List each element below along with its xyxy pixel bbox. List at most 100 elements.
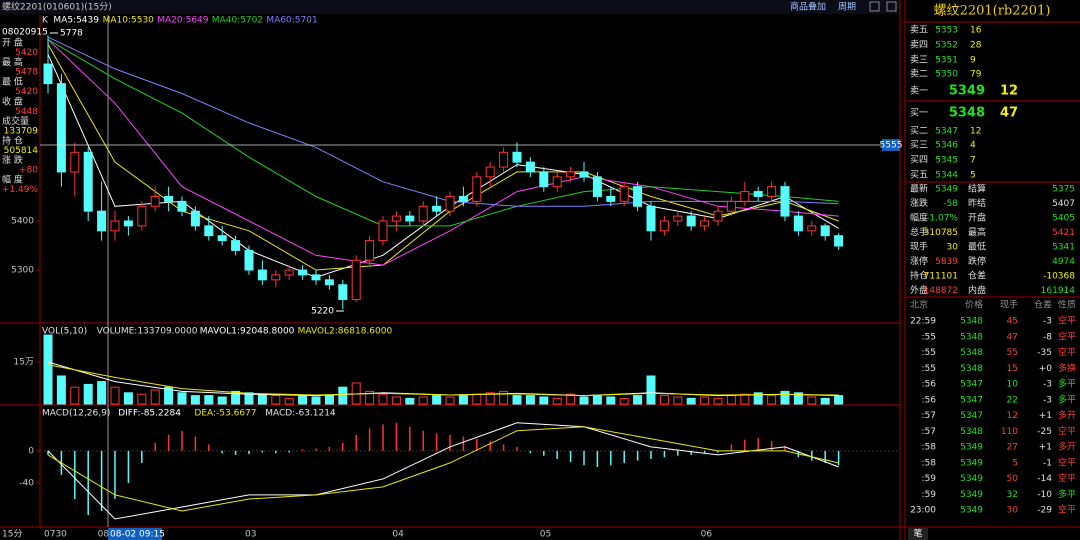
volume-bar bbox=[566, 393, 576, 405]
trade-qty: 55 bbox=[1007, 348, 1018, 358]
trade-oi-change: -14 bbox=[1037, 474, 1052, 484]
candle-body bbox=[485, 166, 495, 178]
candle-body bbox=[525, 161, 535, 173]
volume-bar bbox=[512, 395, 522, 405]
trade-header: 仓差 bbox=[1034, 299, 1052, 311]
indicator-line bbox=[47, 364, 839, 397]
trade-price: 5349 bbox=[960, 458, 983, 468]
trade-type: 多开 bbox=[1058, 409, 1076, 421]
trade-time: :58 bbox=[922, 458, 937, 468]
candle-body bbox=[150, 195, 160, 207]
legend-entry: DIFF:-85.2284 bbox=[118, 409, 181, 419]
volume-bar bbox=[485, 392, 495, 405]
volume-bar bbox=[83, 383, 93, 405]
stat-value: 148872 bbox=[924, 286, 958, 296]
candle-body bbox=[231, 240, 241, 251]
ask-qty: 9 bbox=[970, 56, 976, 66]
trade-time: :55 bbox=[922, 348, 936, 358]
stat-label: 最高 bbox=[968, 226, 986, 238]
stat-value: -10368 bbox=[1043, 272, 1075, 282]
indicator-line bbox=[47, 39, 839, 266]
legend-entry: MA20:5649 bbox=[157, 16, 209, 26]
volume-bar bbox=[713, 397, 723, 405]
trade-time: :57 bbox=[922, 411, 936, 421]
volume-bar bbox=[70, 386, 80, 405]
stat-label: 现手 bbox=[910, 241, 928, 253]
trade-price: 5348 bbox=[960, 364, 983, 374]
volume-bar bbox=[726, 395, 736, 405]
trade-type: 空平 bbox=[1058, 330, 1076, 342]
stat-label: 最新 bbox=[910, 183, 928, 195]
stat-value: 4974 bbox=[1052, 257, 1075, 267]
candle-body bbox=[70, 151, 80, 173]
trade-time: :59 bbox=[922, 474, 937, 484]
trade-time: :56 bbox=[922, 380, 937, 390]
bid-label: 买三 bbox=[910, 140, 928, 151]
volume-bar bbox=[405, 397, 415, 405]
trade-tab[interactable] bbox=[908, 528, 928, 540]
candle-body bbox=[633, 186, 643, 207]
candle-body bbox=[659, 220, 669, 232]
candle-body bbox=[606, 195, 616, 202]
bid-label: 买二 bbox=[910, 126, 928, 137]
trade-qty: 32 bbox=[1007, 490, 1018, 500]
volume-bar bbox=[137, 393, 147, 405]
x-tick-label: 04 bbox=[392, 530, 404, 540]
trade-type: 多平 bbox=[1058, 488, 1076, 500]
x-tick-label: 03 bbox=[245, 530, 256, 540]
stat-value: 5421 bbox=[1052, 228, 1075, 238]
bid-label: 买五 bbox=[910, 170, 928, 181]
candle-body bbox=[257, 269, 267, 281]
trade-type: 空平 bbox=[1058, 456, 1076, 468]
stat-value: -1.07% bbox=[926, 214, 958, 224]
volume-bar bbox=[271, 395, 281, 405]
info-value: 5478 bbox=[15, 68, 38, 78]
candle-body bbox=[217, 235, 227, 242]
trade-type: 多开 bbox=[1058, 441, 1076, 453]
stat-value: 30 bbox=[947, 243, 959, 253]
indicator-line bbox=[47, 426, 839, 512]
trade-type: 空平 bbox=[1058, 315, 1076, 327]
volume-bar bbox=[659, 395, 669, 405]
volume-bar bbox=[458, 395, 468, 405]
candle-body bbox=[740, 191, 750, 202]
volume-bar bbox=[592, 395, 602, 405]
trade-price: 5348 bbox=[960, 427, 983, 437]
trade-price: 5349 bbox=[960, 506, 983, 516]
volume-bar bbox=[324, 395, 334, 405]
legend-entry: VOLUME:133709.0000 bbox=[97, 327, 198, 337]
info-label: 最 低 bbox=[2, 76, 23, 88]
indicator-line bbox=[47, 422, 839, 520]
ask-label: 卖一 bbox=[910, 86, 928, 97]
candle-body bbox=[780, 186, 790, 217]
candle-body bbox=[137, 205, 147, 227]
ask-price: 5349 bbox=[949, 84, 985, 99]
stat-value: 161914 bbox=[1041, 286, 1076, 296]
stat-label: 内盘 bbox=[968, 284, 986, 296]
trade-tab-label[interactable]: 笔 bbox=[913, 528, 922, 540]
trade-oi-change: -3 bbox=[1043, 395, 1052, 405]
candle-body bbox=[753, 191, 763, 197]
stat-value: 5405 bbox=[1052, 214, 1075, 224]
trade-qty: 110 bbox=[1001, 427, 1018, 437]
trade-oi-change: +0 bbox=[1039, 364, 1053, 374]
period-label: 15分 bbox=[2, 529, 22, 540]
trade-type: 空平 bbox=[1058, 472, 1076, 484]
info-label: 最 高 bbox=[2, 56, 23, 68]
trade-oi-change: -3 bbox=[1043, 317, 1052, 327]
trade-qty: 30 bbox=[1007, 506, 1019, 516]
trade-price: 5347 bbox=[960, 395, 983, 405]
candle-body bbox=[539, 171, 549, 188]
overlay-button[interactable]: 商品叠加 bbox=[790, 1, 826, 13]
window-button[interactable] bbox=[869, 1, 880, 12]
volume-bar bbox=[834, 395, 844, 405]
ask-qty: 12 bbox=[1000, 84, 1018, 99]
trade-header: 性质 bbox=[1058, 299, 1076, 311]
window-button[interactable] bbox=[886, 1, 897, 12]
y-tick-label: 0 bbox=[28, 446, 34, 456]
bid-qty: 7 bbox=[970, 156, 976, 166]
period-button[interactable]: 周期 bbox=[838, 2, 856, 13]
volume-bar bbox=[164, 386, 174, 405]
volume-bar bbox=[646, 375, 656, 405]
trade-time: :58 bbox=[922, 443, 937, 453]
